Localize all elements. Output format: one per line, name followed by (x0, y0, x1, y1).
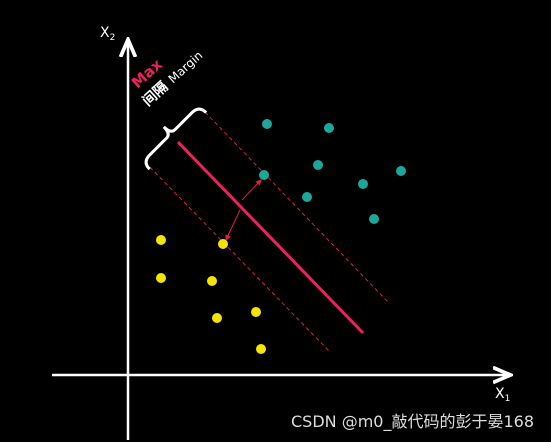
y-axis-label: X2 (100, 25, 115, 43)
margin-arrow (225, 209, 241, 241)
x-axis-label: X1 (495, 386, 510, 404)
margin-line (144, 161, 331, 353)
class-b-points (156, 235, 266, 354)
margin-arrow (241, 179, 262, 201)
x-axis-subscript: 1 (505, 394, 511, 404)
watermark: CSDN @m0_敲代码的彭于晏168 (291, 412, 534, 432)
y-axis-letter: X (100, 25, 110, 41)
y-axis-subscript: 2 (110, 33, 116, 43)
hyperplane (176, 140, 365, 335)
class-a-points (259, 119, 406, 224)
margin-line (204, 111, 389, 303)
x-axis-letter: X (495, 386, 505, 402)
